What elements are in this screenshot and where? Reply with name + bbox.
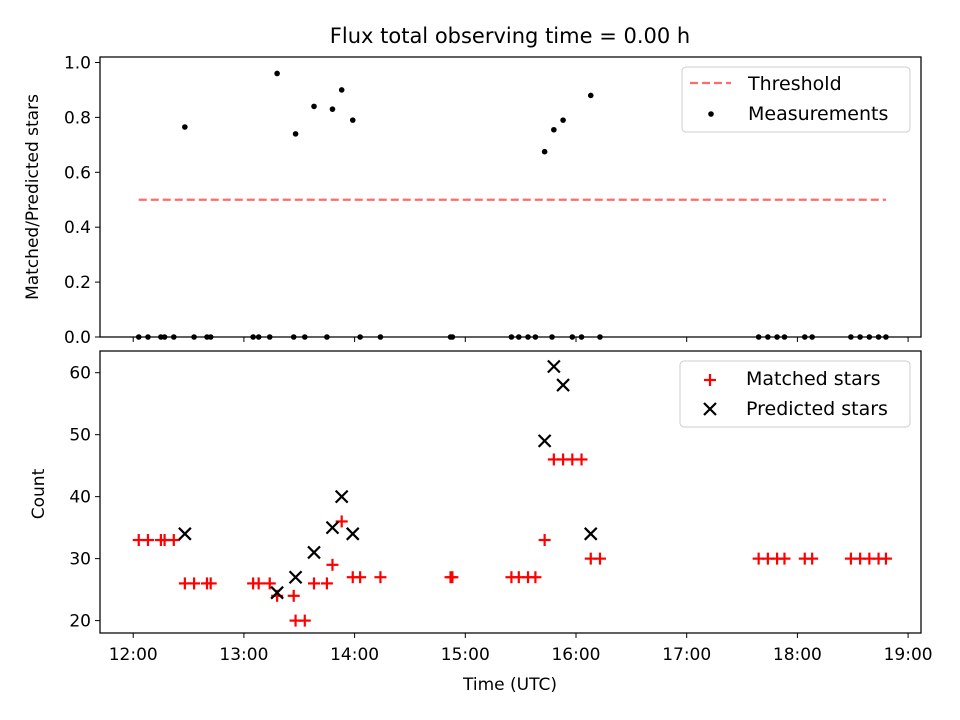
- measurement-point: [182, 124, 188, 130]
- x-stroke: [556, 378, 570, 392]
- matched-star-point: [529, 571, 542, 584]
- top-legend: Threshold Measurements: [681, 66, 911, 133]
- predicted-star-point: [288, 570, 303, 584]
- matched-star-point: [298, 614, 311, 627]
- matched-star-point: [879, 552, 892, 565]
- measurement-point: [329, 106, 336, 112]
- measurement-point: [551, 126, 557, 133]
- x-stroke: [288, 570, 303, 584]
- bottom-y-tick-label: 50: [69, 426, 91, 446]
- x-stroke: [583, 527, 598, 541]
- matched-star-point: [141, 534, 154, 547]
- matched-star-point: [806, 552, 819, 565]
- bottom-panel: 12:00 13:00 14:00 15:00 16:00 17:00 18:00 19:00…: [29, 350, 933, 695]
- matched-star-point: [326, 558, 339, 571]
- predicted-star-point: [307, 545, 321, 560]
- top-y-tick-label: 0.0: [64, 328, 91, 348]
- matched-star-point: [593, 552, 606, 565]
- measurement-point: [292, 131, 299, 137]
- predicted-star-point: [537, 434, 552, 448]
- legend-threshold-label: Threshold: [747, 73, 842, 95]
- measurement-point: [541, 148, 548, 155]
- legend-measurements-label: Measurements: [748, 103, 888, 125]
- x-tick-label: 19:00: [884, 645, 933, 665]
- x-tick-label: 14:00: [330, 645, 379, 665]
- x-stroke: [537, 434, 552, 448]
- x-stroke: [270, 585, 284, 600]
- measurement-point: [560, 117, 566, 123]
- top-y-axis-label: Matched/Predicted stars: [23, 94, 43, 300]
- top-axes: 0.0 0.2 0.4 0.6 0.8 1.0: [64, 53, 909, 348]
- matched-star-point: [287, 589, 300, 602]
- x-stroke: [307, 545, 321, 560]
- x-axis-label: Time (UTC): [462, 675, 557, 695]
- bottom-axes: 12:00 13:00 14:00 15:00 16:00 17:00 18:00 19:00…: [69, 364, 932, 665]
- matched-star-point: [204, 577, 217, 590]
- top-panel: 0.0 0.2 0.4 0.6 0.8 1.0 Matched/Predicted sta…: [23, 53, 922, 348]
- matched-star-point: [167, 534, 180, 547]
- x-stroke: [178, 527, 192, 541]
- top-y-tick-label: 0.6: [64, 163, 91, 183]
- matched-star-point: [188, 577, 201, 590]
- matched-star-point: [320, 577, 333, 590]
- x-stroke: [345, 527, 360, 541]
- top-y-tick-label: 1.0: [64, 53, 91, 73]
- measurement-point: [311, 103, 317, 110]
- x-stroke: [547, 359, 561, 374]
- predicted-star-point: [334, 489, 349, 504]
- top-y-tick-label: 0.4: [64, 218, 91, 238]
- matched-star-point: [446, 571, 459, 584]
- legend-matched-label: Matched stars: [746, 368, 880, 390]
- bottom-legend: Matched stars Predicted stars: [679, 360, 911, 428]
- predicted-star-point: [345, 527, 360, 541]
- matched-star-point: [354, 571, 367, 584]
- predicted-star-point: [178, 527, 192, 541]
- x-stroke: [325, 520, 340, 535]
- x-tick-label: 18:00: [773, 645, 822, 665]
- measurement-point: [349, 117, 356, 123]
- x-tick-label: 15:00: [441, 645, 490, 665]
- predicted-star-point: [547, 359, 561, 374]
- top-y-tick-label: 0.8: [64, 108, 91, 128]
- matched-star-point: [252, 577, 265, 590]
- matched-star-point: [575, 453, 588, 466]
- bottom-legend-frame: [679, 360, 911, 428]
- predicted-star-point: [583, 527, 598, 541]
- x-tick-label: 17:00: [662, 645, 711, 665]
- legend-matched-swatch: [704, 374, 716, 386]
- x-tick-label: 16:00: [551, 645, 600, 665]
- measurement-point: [587, 92, 594, 99]
- bottom-y-tick-label: 20: [69, 612, 91, 632]
- matched-star-point: [308, 577, 321, 590]
- bottom-plot-area: [132, 359, 892, 627]
- top-legend-frame: [681, 66, 911, 133]
- x-tick-label: 12:00: [109, 645, 158, 665]
- matched-star-point: [263, 577, 276, 590]
- matched-star-point: [374, 571, 387, 584]
- x-tick-label: 13:00: [219, 645, 268, 665]
- top-y-tick-label: 0.2: [64, 273, 91, 293]
- top-axes-frame: [99, 56, 922, 338]
- bottom-y-tick-label: 60: [69, 364, 91, 384]
- bottom-y-axis-label: Count: [29, 468, 49, 519]
- measurement-point: [274, 70, 280, 77]
- matched-star-point: [778, 552, 791, 565]
- x-stroke: [334, 489, 349, 504]
- bottom-y-tick-label: 30: [69, 550, 91, 570]
- legend-measurements-swatch: [708, 111, 714, 117]
- predicted-star-point: [270, 585, 284, 600]
- predicted-star-point: [325, 520, 340, 535]
- bottom-y-tick-label: 40: [69, 488, 91, 508]
- predicted-star-point: [556, 378, 570, 392]
- matched-star-point: [538, 534, 551, 547]
- measurement-point: [338, 87, 345, 93]
- chart-title: Flux total observing time = 0.00 h: [330, 24, 690, 48]
- legend-predicted-label: Predicted stars: [746, 398, 888, 420]
- bottom-axes-frame: [99, 350, 922, 634]
- legend-predicted-swatch: [703, 402, 717, 416]
